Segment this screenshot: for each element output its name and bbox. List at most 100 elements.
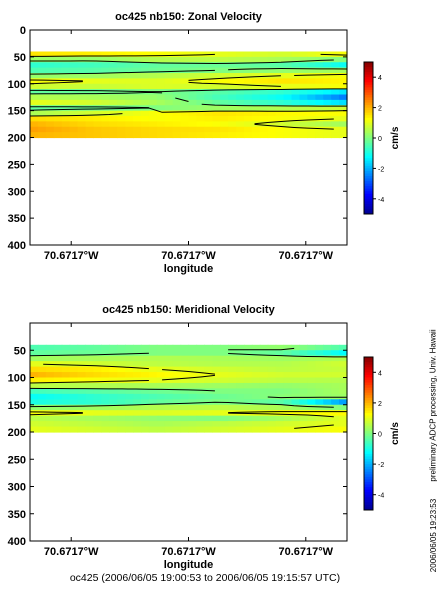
velocity-cell [85, 410, 94, 417]
colorbar-label: cm/s [390, 126, 401, 149]
velocity-cell [251, 350, 261, 357]
velocity-cell [164, 377, 174, 384]
velocity-cell [267, 344, 277, 351]
velocity-cell [267, 366, 277, 373]
velocity-cell [93, 382, 102, 389]
velocity-cell [251, 388, 261, 395]
colorbar-cell [364, 479, 373, 483]
velocity-cell [30, 73, 39, 79]
colorbar-cell [364, 397, 373, 401]
velocity-cell [188, 126, 198, 133]
velocity-cell [299, 73, 308, 79]
velocity-cell [259, 51, 269, 58]
velocity-cell [156, 393, 166, 400]
plot-timestamp: 2006/06/05 19:23:53 [428, 498, 438, 572]
velocity-cell [172, 415, 182, 422]
colorbar-cell [364, 494, 373, 498]
velocity-cell [275, 67, 285, 74]
velocity-cell [196, 94, 205, 101]
y-tick-label: 300 [8, 482, 26, 494]
velocity-cell [133, 366, 142, 373]
velocity-cell [212, 404, 221, 411]
velocity-cell [148, 56, 158, 63]
velocity-cell [156, 426, 166, 433]
velocity-cell [220, 361, 229, 368]
velocity-cell [109, 410, 118, 417]
colorbar-cell [364, 112, 373, 116]
colorbar-cell [364, 67, 373, 71]
velocity-cell [148, 372, 158, 379]
velocity-cell [125, 372, 134, 379]
velocity-cell [315, 62, 324, 69]
velocity-cell [275, 344, 285, 351]
velocity-cell [53, 410, 63, 417]
velocity-cell [148, 94, 158, 101]
velocity-cell [339, 344, 348, 351]
velocity-cell [172, 99, 182, 106]
velocity-cell [228, 388, 237, 395]
velocity-cell [283, 372, 293, 379]
contour-line [29, 352, 149, 357]
velocity-cell [164, 393, 174, 400]
velocity-cell [93, 105, 102, 112]
velocity-cell [117, 89, 126, 96]
velocity-cell [331, 83, 340, 90]
velocity-cell [61, 105, 71, 112]
velocity-cell [77, 393, 87, 400]
velocity-cell [69, 377, 79, 384]
velocity-cell [275, 89, 285, 96]
velocity-cell [30, 404, 39, 411]
velocity-cell [275, 382, 285, 389]
colorbar-cell [364, 476, 373, 480]
velocity-cell [148, 99, 158, 106]
velocity-cell [228, 89, 237, 96]
velocity-cell [101, 399, 110, 406]
velocity-cell [212, 126, 221, 133]
contour-line [29, 79, 83, 82]
velocity-cell [172, 62, 182, 69]
velocity-cell [85, 415, 94, 422]
velocity-cell [93, 89, 102, 96]
velocity-cell [188, 344, 198, 351]
velocity-cell [37, 366, 47, 373]
velocity-cell [228, 382, 237, 389]
velocity-cell [180, 361, 190, 368]
velocity-cell [164, 426, 174, 433]
velocity-cell [85, 126, 94, 133]
velocity-cell [117, 56, 126, 63]
velocity-cell [220, 105, 229, 112]
velocity-cell [188, 99, 198, 106]
velocity-cell [117, 126, 126, 133]
velocity-cell [291, 372, 301, 379]
velocity-cell [204, 89, 213, 96]
velocity-cell [53, 393, 63, 400]
velocity-cell [61, 132, 71, 139]
velocity-cell [331, 377, 340, 384]
velocity-cell [331, 361, 340, 368]
velocity-cell [339, 404, 348, 411]
velocity-cell [109, 116, 118, 122]
velocity-cell [180, 426, 190, 433]
velocity-cell [93, 377, 102, 384]
velocity-cell [251, 426, 261, 433]
velocity-cell [339, 73, 348, 79]
velocity-cell [45, 404, 55, 411]
velocity-cell [125, 78, 134, 85]
colorbar-tick-label: 0 [378, 432, 382, 439]
colorbar-cell [364, 377, 373, 381]
contour-line [29, 401, 334, 408]
velocity-cell [243, 366, 253, 373]
velocity-cell [77, 110, 87, 117]
velocity-cell [307, 404, 316, 411]
velocity-cell [315, 67, 324, 74]
velocity-cell [267, 83, 277, 90]
velocity-cell [37, 56, 47, 63]
velocity-cell [156, 78, 166, 85]
colorbar-tick-label: 0 [378, 136, 382, 143]
x-tick-label: 70.6717°W [161, 250, 216, 262]
velocity-cell [30, 56, 39, 63]
velocity-cell [164, 126, 174, 133]
velocity-cell [61, 99, 71, 106]
velocity-cell [148, 355, 158, 362]
velocity-cell [236, 132, 245, 139]
